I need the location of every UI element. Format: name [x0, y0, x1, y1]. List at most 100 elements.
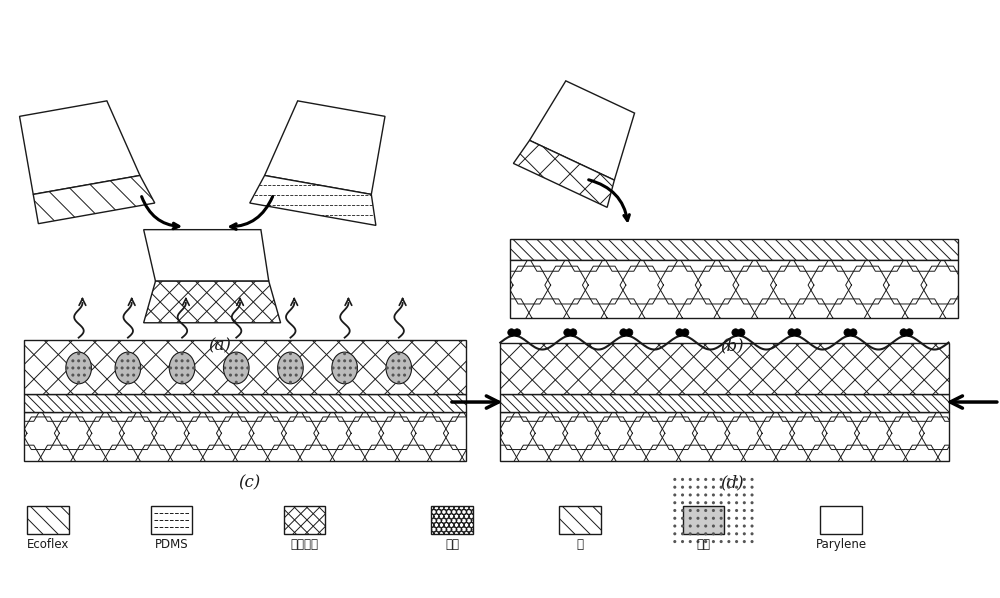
- Circle shape: [704, 509, 707, 512]
- Circle shape: [696, 517, 700, 520]
- Circle shape: [71, 374, 74, 377]
- Circle shape: [735, 540, 738, 543]
- Circle shape: [689, 540, 692, 543]
- Circle shape: [673, 501, 676, 504]
- Text: (a): (a): [208, 338, 231, 355]
- Circle shape: [295, 367, 298, 370]
- Circle shape: [712, 540, 715, 543]
- Circle shape: [681, 486, 684, 489]
- Polygon shape: [513, 141, 614, 208]
- Circle shape: [343, 381, 346, 384]
- Circle shape: [793, 329, 801, 336]
- Ellipse shape: [169, 352, 195, 384]
- Circle shape: [673, 524, 676, 527]
- Circle shape: [181, 381, 184, 384]
- Circle shape: [337, 374, 340, 377]
- Circle shape: [229, 359, 232, 362]
- Circle shape: [673, 493, 676, 496]
- Circle shape: [750, 532, 754, 535]
- Circle shape: [743, 540, 746, 543]
- Circle shape: [175, 367, 178, 370]
- Circle shape: [696, 509, 700, 512]
- Circle shape: [71, 359, 74, 362]
- Circle shape: [283, 374, 286, 377]
- Circle shape: [397, 374, 400, 377]
- Text: Ecoflex: Ecoflex: [27, 538, 69, 551]
- Circle shape: [681, 517, 684, 520]
- Circle shape: [77, 352, 80, 355]
- Circle shape: [343, 352, 346, 355]
- Bar: [820, 506, 862, 534]
- Text: (d): (d): [720, 474, 744, 492]
- Bar: [24, 394, 466, 412]
- Circle shape: [625, 329, 633, 336]
- Circle shape: [704, 517, 707, 520]
- Circle shape: [720, 509, 723, 512]
- Polygon shape: [20, 101, 140, 194]
- Circle shape: [696, 493, 700, 496]
- Bar: [510, 260, 958, 318]
- Circle shape: [712, 509, 715, 512]
- Circle shape: [235, 367, 238, 370]
- Circle shape: [735, 501, 738, 504]
- Circle shape: [704, 493, 707, 496]
- Circle shape: [508, 329, 515, 336]
- Circle shape: [681, 478, 684, 481]
- Circle shape: [223, 367, 226, 370]
- Circle shape: [720, 524, 723, 527]
- Circle shape: [77, 381, 80, 384]
- Circle shape: [77, 359, 80, 362]
- Circle shape: [397, 381, 400, 384]
- Circle shape: [689, 478, 692, 481]
- Circle shape: [186, 367, 189, 370]
- Circle shape: [696, 524, 700, 527]
- Circle shape: [126, 381, 129, 384]
- Text: 铝: 铝: [577, 538, 584, 551]
- Circle shape: [403, 374, 406, 377]
- Circle shape: [277, 367, 280, 370]
- Circle shape: [720, 493, 723, 496]
- Circle shape: [409, 367, 412, 370]
- Circle shape: [689, 493, 692, 496]
- Circle shape: [906, 329, 913, 336]
- Circle shape: [289, 381, 292, 384]
- Circle shape: [181, 374, 184, 377]
- Circle shape: [850, 329, 857, 336]
- Circle shape: [704, 532, 707, 535]
- Circle shape: [240, 367, 244, 370]
- Bar: [431, 506, 473, 534]
- Circle shape: [235, 374, 238, 377]
- Circle shape: [246, 367, 249, 370]
- Circle shape: [126, 374, 129, 377]
- Circle shape: [289, 374, 292, 377]
- Bar: [151, 506, 192, 534]
- Circle shape: [397, 352, 400, 355]
- Circle shape: [175, 359, 178, 362]
- Circle shape: [349, 374, 352, 377]
- Circle shape: [121, 359, 124, 362]
- Circle shape: [186, 359, 189, 362]
- Circle shape: [704, 486, 707, 489]
- Circle shape: [689, 517, 692, 520]
- Circle shape: [689, 532, 692, 535]
- Circle shape: [126, 367, 129, 370]
- Circle shape: [283, 367, 286, 370]
- Circle shape: [712, 524, 715, 527]
- Circle shape: [720, 532, 723, 535]
- Circle shape: [343, 367, 346, 370]
- Circle shape: [295, 359, 298, 362]
- Ellipse shape: [223, 352, 249, 384]
- Circle shape: [844, 329, 851, 336]
- Bar: [500, 412, 949, 462]
- Circle shape: [673, 517, 676, 520]
- Polygon shape: [530, 81, 635, 180]
- Circle shape: [332, 367, 335, 370]
- Circle shape: [620, 329, 627, 336]
- Circle shape: [737, 329, 745, 336]
- Bar: [27, 506, 69, 534]
- Circle shape: [712, 517, 715, 520]
- Circle shape: [77, 367, 80, 370]
- Circle shape: [83, 359, 86, 362]
- Circle shape: [349, 359, 352, 362]
- Circle shape: [673, 532, 676, 535]
